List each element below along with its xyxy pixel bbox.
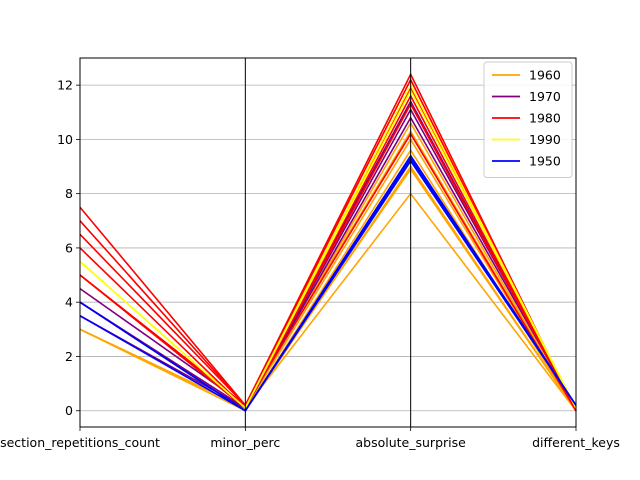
y-tick-label-12: 12 [57, 78, 73, 93]
y-tick-label-10: 10 [57, 132, 73, 147]
x-axis: section_repetitions_count minor_perc absol… [0, 427, 620, 450]
series-lines [79, 72, 577, 412]
x-tick-label-minor_perc: minor_perc [210, 435, 280, 450]
series-line-1980-14 [79, 102, 577, 412]
y-tick-label-0: 0 [65, 403, 73, 418]
y-tick-label-8: 8 [65, 186, 73, 201]
legend-label-1980: 1980 [529, 111, 561, 126]
x-tick-label-section_repetitions_count: section_repetitions_count [0, 435, 160, 450]
y-tick-label-6: 6 [65, 240, 73, 255]
legend: 1960 1970 1980 1990 1950 [483, 61, 573, 178]
series-line-1980-13 [79, 94, 577, 412]
series-line-1970-7 [79, 116, 577, 410]
series-line-1980-15 [79, 132, 577, 412]
y-axis: 0 2 4 6 8 10 12 [57, 78, 80, 418]
legend-label-1970: 1970 [529, 89, 561, 104]
y-tick-label-4: 4 [65, 295, 73, 310]
legend-label-1950: 1950 [529, 154, 561, 169]
legend-label-1990: 1990 [529, 132, 561, 147]
x-tick-label-absolute_surprise: absolute_surprise [356, 435, 467, 450]
x-tick-label-different_keys: different_keys [532, 435, 620, 450]
plot-frame [79, 57, 577, 428]
legend-box [483, 61, 573, 178]
series-line-1960-2 [79, 165, 577, 412]
series-line-1950-20 [79, 156, 577, 412]
series-line-1990-17 [79, 88, 577, 410]
y-tick-label-2: 2 [65, 349, 73, 364]
series-line-1960-6 [79, 121, 577, 412]
series-line-1980-10 [79, 72, 577, 412]
legend-label-1960: 1960 [529, 68, 561, 83]
